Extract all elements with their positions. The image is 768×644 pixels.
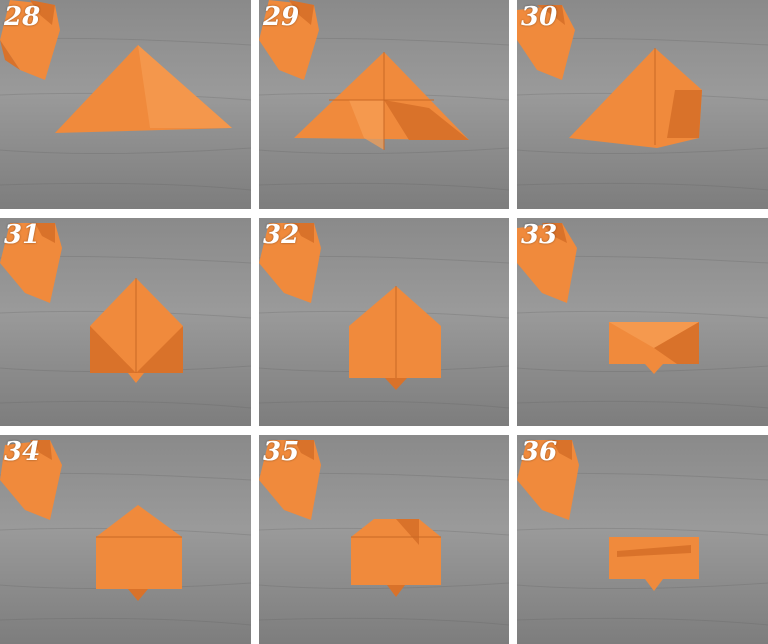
folded-paper-icon xyxy=(609,537,699,591)
step-panel-29: 29 xyxy=(259,0,509,209)
origami-rooster-icon xyxy=(517,5,575,80)
folded-paper-icon xyxy=(609,322,699,374)
step-number: 28 xyxy=(4,2,41,32)
origami-rooster-icon xyxy=(0,223,62,303)
step-illustration xyxy=(517,440,768,626)
folded-paper-icon xyxy=(96,505,182,601)
folded-paper-icon xyxy=(351,519,441,597)
step-panel-32: 32 xyxy=(259,218,509,426)
step-number: 29 xyxy=(263,2,300,32)
step-number: 31 xyxy=(4,220,41,250)
step-illustration xyxy=(0,0,251,191)
step-number: 36 xyxy=(521,437,558,467)
origami-rooster-icon xyxy=(0,0,60,80)
origami-rooster-icon xyxy=(259,440,321,520)
folded-paper-icon xyxy=(294,52,469,150)
step-number: 34 xyxy=(4,437,41,467)
origami-rooster-icon xyxy=(259,0,319,80)
origami-rooster-icon xyxy=(517,440,579,520)
step-number: 35 xyxy=(263,437,300,467)
step-illustration xyxy=(0,223,251,409)
step-illustration xyxy=(517,5,768,191)
step-panel-36: 36 xyxy=(517,435,768,644)
step-illustration xyxy=(259,0,509,191)
step-panel-34: 34 xyxy=(0,435,251,644)
folded-paper-icon xyxy=(569,48,702,148)
step-number: 33 xyxy=(521,220,558,250)
step-number: 32 xyxy=(263,220,300,250)
folded-paper-icon xyxy=(90,278,183,383)
folded-paper-icon xyxy=(55,45,232,133)
step-panel-28: 28 xyxy=(0,0,251,209)
origami-rooster-icon xyxy=(517,223,577,303)
step-number: 30 xyxy=(521,2,558,32)
origami-rooster-icon xyxy=(0,440,62,520)
step-panel-35: 35 xyxy=(259,435,509,644)
step-illustration xyxy=(259,440,509,626)
step-panel-31: 31 xyxy=(0,218,251,426)
step-illustration xyxy=(517,223,768,409)
step-illustration xyxy=(259,223,509,409)
folded-paper-icon xyxy=(349,286,441,390)
step-panel-30: 30 xyxy=(517,0,768,209)
step-illustration xyxy=(0,440,251,626)
origami-rooster-icon xyxy=(259,223,321,303)
step-panel-33: 33 xyxy=(517,218,768,426)
